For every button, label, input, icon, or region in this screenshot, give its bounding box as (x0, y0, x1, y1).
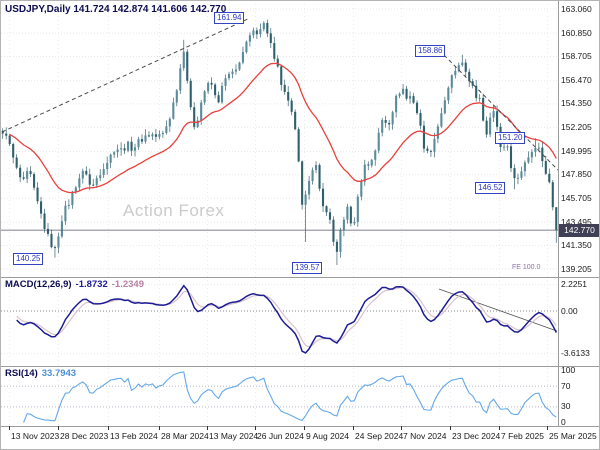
fib-extension-label: FE 100.0 (512, 264, 541, 271)
watermark: Action Forex (123, 201, 225, 220)
symbol-title: USDJPY,Daily 141.724 142.874 141.606 142… (5, 4, 227, 15)
macd-indicator-label: MACD(12,26,9) -1.8732 -1.2349 (5, 279, 148, 290)
macd-name: MACD(12,26,9) (5, 279, 72, 290)
macd-value: -1.8732 (75, 279, 108, 290)
last-price-badge: 142.770 (559, 223, 599, 237)
rsi-name: RSI(14) (5, 368, 38, 379)
rsi-value: 33.7943 (41, 368, 77, 379)
macd-signal-value: -1.2349 (111, 279, 144, 290)
rsi-indicator-label: RSI(14) 33.7943 (5, 368, 80, 379)
